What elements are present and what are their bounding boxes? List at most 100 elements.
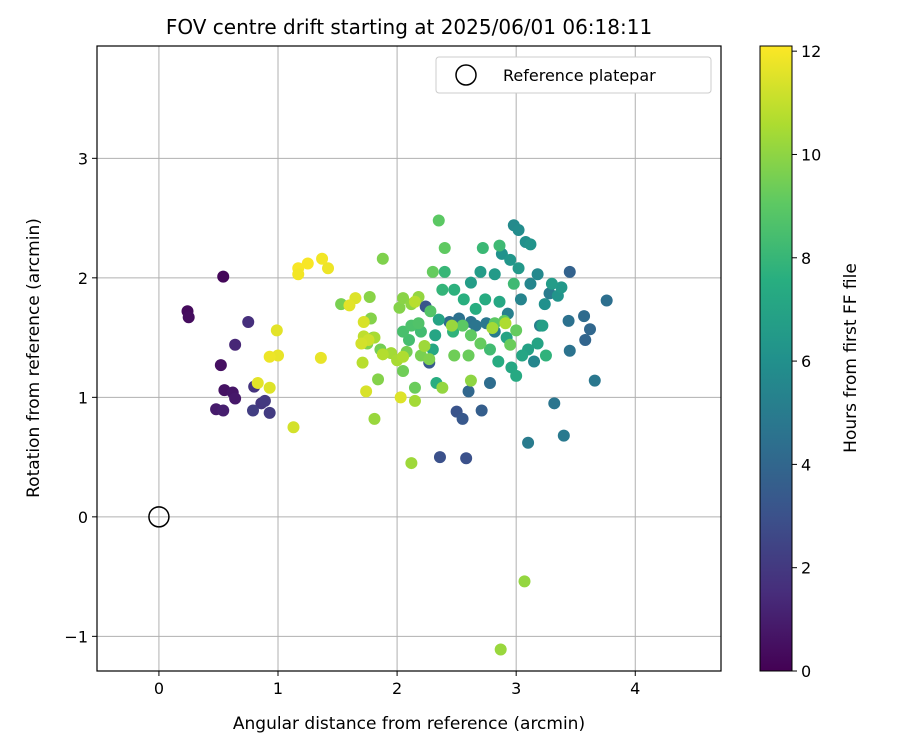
data-point [584,323,597,336]
data-point [510,369,523,382]
data-point [494,643,507,656]
data-point [405,457,418,470]
data-point [483,376,496,389]
data-point [263,350,276,363]
data-point [418,339,431,352]
data-point [479,293,492,306]
data-point [522,436,535,449]
data-point [397,350,410,363]
x-tick-label: 4 [630,679,640,698]
data-point [217,404,230,417]
data-point [518,575,531,588]
colorbar-label: Hours from first FF file [841,263,861,453]
data-point [475,404,488,417]
data-point [408,381,421,394]
data-point [270,324,283,337]
data-point [555,281,568,294]
data-point [512,224,525,237]
data-point [429,329,442,342]
data-point [403,333,415,346]
data-point [578,310,591,323]
data-point [514,293,527,306]
y-tick-label: −1 [64,627,88,646]
data-point [432,313,445,326]
colorbar-ticks: 0 2 4 6 8 10 12 [792,42,821,681]
x-axis-label: Angular distance from reference (arcmin) [233,714,585,734]
legend-box [435,56,712,94]
data-point [214,359,227,372]
data-point [462,385,475,398]
data-point [538,298,551,311]
data-point [355,337,368,350]
data-point [499,317,512,330]
data-point [562,314,575,327]
data-point [357,316,370,329]
data-point [408,295,421,308]
data-point [488,268,501,281]
y-axis-ticks: −1 0 1 2 3 [64,149,97,646]
data-point [545,277,558,290]
y-tick-label: 0 [78,508,88,527]
colorbar-tick-label: 6 [801,352,811,371]
data-point [563,344,576,357]
colorbar-tick-label: 12 [801,42,821,61]
data-point [423,353,436,366]
data-point [263,381,276,394]
y-tick-label: 2 [78,269,88,288]
data-point [394,391,407,404]
data-point [372,373,385,386]
data-point [247,404,259,417]
data-point [516,349,529,362]
colorbar-tick-label: 2 [801,559,811,578]
data-point [504,253,517,266]
data-point [343,299,356,312]
data-point [563,265,576,278]
data-point [368,412,381,425]
y-axis-label: Rotation from reference (arcmin) [24,218,44,498]
data-point [524,277,537,290]
data-point [432,214,445,227]
data-point [258,394,271,407]
data-point [460,452,473,465]
data-point [483,343,496,356]
data-point [426,265,439,278]
data-point [448,349,461,362]
data-point [476,241,489,254]
data-point [397,292,410,305]
legend-marker [455,64,477,86]
data-point [528,355,541,368]
data-point [424,305,437,318]
data-point [433,451,446,464]
data-point [456,319,469,332]
data-point [445,319,458,332]
data-point [263,406,276,419]
data-point [486,322,499,335]
data-point [504,338,517,351]
colorbar-gradient [759,45,793,672]
data-point [376,252,389,265]
data-point [376,348,389,361]
data-point [469,302,482,315]
data-point [557,429,570,442]
data-point [436,283,449,296]
data-point [408,394,421,407]
data-point [524,238,537,251]
data-point [301,257,314,270]
reference-marker [148,506,170,528]
data-point [600,294,613,307]
x-tick-label: 3 [511,679,521,698]
data-point [531,337,544,350]
data-point [507,277,520,290]
data-point [548,397,561,410]
data-point [436,381,449,394]
colorbar-tick-label: 0 [801,662,811,681]
data-point [363,290,376,303]
colorbar-tick-label: 10 [801,145,821,164]
legend-entry-reference: Reference platepar [503,66,656,85]
data-points [181,214,613,656]
y-tick-label: 1 [78,388,88,407]
data-point [251,376,264,389]
data-point [242,316,255,329]
data-point [412,317,425,330]
